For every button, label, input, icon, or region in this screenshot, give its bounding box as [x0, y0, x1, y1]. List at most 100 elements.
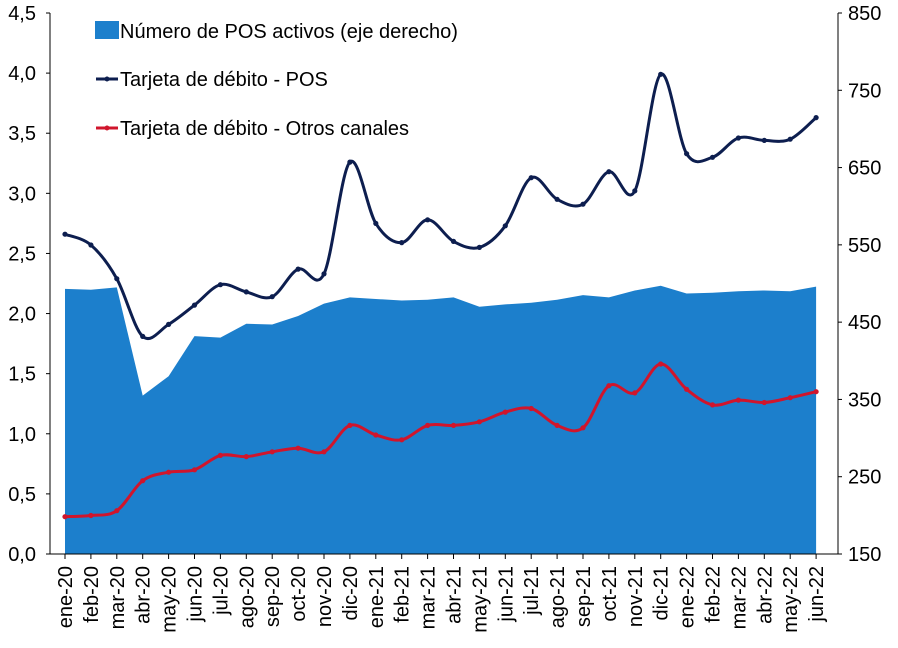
debit-other-point	[140, 478, 146, 484]
legend: Número de POS activos (eje derecho) Tarj…	[95, 21, 458, 140]
x-tick-label: ene-22	[677, 566, 699, 628]
x-tick-label: jul-21	[521, 566, 543, 616]
left-tick-label: 0,5	[8, 484, 36, 506]
x-tick-label: jun-22	[806, 566, 828, 623]
debit-pos-point	[476, 244, 482, 250]
left-tick-label: 4,0	[8, 63, 36, 85]
lines-layer	[62, 71, 819, 520]
debit-other-point	[813, 389, 819, 395]
x-tick-label: ene-21	[366, 566, 388, 628]
debit-pos-point	[606, 169, 612, 175]
pos-count-area	[65, 285, 817, 554]
debit-other-point	[502, 409, 508, 415]
debit-pos-point	[347, 159, 353, 165]
debit-other-point	[321, 449, 327, 455]
debit-other-point	[735, 397, 742, 403]
debit-other-point	[399, 437, 405, 443]
legend-swatch-marker-pos	[104, 76, 110, 82]
debit-other-point	[191, 467, 198, 473]
x-tick-label: abr-22	[754, 566, 776, 624]
right-tick-label: 750	[848, 80, 881, 102]
debit-other-point	[166, 469, 172, 475]
x-tick-label: may-20	[159, 566, 181, 633]
left-tick-label: 4,5	[8, 3, 36, 25]
debit-pos-point	[787, 136, 793, 142]
debit-other-point	[450, 422, 457, 428]
left-tick-label: 1,5	[8, 364, 36, 386]
x-tick-label: abr-20	[133, 566, 155, 624]
x-tick-label: mar-20	[107, 566, 129, 629]
debit-pos-point	[269, 294, 275, 300]
debit-pos-point	[114, 276, 120, 282]
debit-other-point	[658, 361, 664, 367]
debit-pos-point	[684, 151, 690, 157]
pos-area-layer	[65, 285, 817, 554]
debit-other-point	[580, 425, 586, 431]
debit-pos-point	[425, 217, 431, 223]
legend-label-debit-pos: Tarjeta de débito - POS	[120, 69, 328, 91]
debit-pos-point	[761, 137, 767, 143]
legend-label-pos-count: Número de POS activos (eje derecho)	[120, 21, 458, 43]
debit-other-point	[243, 454, 249, 460]
x-tick-label: may-21	[469, 566, 491, 633]
left-tick-label: 3,5	[8, 123, 36, 145]
x-tick-label: oct-21	[599, 566, 621, 622]
right-tick-label: 450	[848, 312, 881, 334]
legend-swatch-area	[95, 21, 119, 39]
debit-pos-point	[217, 282, 223, 288]
x-tick-label: jul-20	[210, 566, 232, 616]
debit-pos-point	[450, 238, 457, 244]
x-tick-label: jun-20	[185, 566, 207, 623]
debit-other-point	[476, 419, 482, 425]
debit-pos-point	[191, 302, 198, 308]
x-tick-label: ago-21	[547, 566, 569, 628]
x-tick-label: ene-20	[55, 566, 77, 628]
debit-pos-point	[735, 135, 742, 141]
debit-pos-point	[166, 321, 172, 327]
debit-pos-point	[502, 223, 508, 229]
debit-other-point	[761, 399, 767, 406]
debit-pos-point	[88, 242, 94, 248]
x-tick-label: abr-21	[444, 566, 466, 624]
debit-other-point	[632, 390, 638, 396]
right-tick-label: 650	[848, 158, 881, 180]
debit-other-point	[787, 395, 793, 401]
debit-other-point	[528, 405, 534, 412]
debit-other-point	[114, 508, 120, 514]
debit-pos-point	[580, 201, 586, 207]
x-tick-label: dic-20	[340, 566, 362, 620]
right-tick-label: 250	[848, 467, 881, 489]
debit-other-point	[554, 422, 560, 428]
debit-other-point	[709, 402, 716, 408]
left-tick-label: 1,0	[8, 424, 36, 446]
legend-swatch-marker-other	[104, 125, 110, 131]
x-tick-label: feb-21	[392, 566, 414, 623]
debit-pos-point	[528, 175, 534, 181]
x-tick-label: sep-21	[573, 566, 595, 627]
debit-other-point	[217, 452, 223, 458]
debit-other-point	[347, 422, 353, 428]
left-tick-label: 3,0	[8, 183, 36, 205]
x-tick-label: nov-20	[314, 566, 336, 627]
x-tick-label: feb-22	[703, 566, 725, 623]
debit-other-point	[88, 512, 94, 519]
debit-pos-point	[62, 231, 68, 237]
debit-pos-point	[709, 154, 716, 160]
right-axis-ticks: 150 250 350 450 550 650 750 850	[838, 3, 881, 566]
debit-pos-point	[813, 115, 819, 121]
debit-other-point	[295, 445, 301, 451]
debit-other-point	[269, 449, 275, 455]
right-tick-label: 550	[848, 235, 881, 257]
x-tick-label: ago-20	[236, 566, 258, 628]
x-tick-label: jun-21	[495, 566, 517, 623]
x-tick-label: oct-20	[288, 566, 310, 622]
x-tick-label: nov-21	[625, 566, 647, 627]
x-axis-ticks: ene-20 feb-20 mar-20 abr-20 may-20 jun-20 jul-…	[55, 554, 828, 633]
left-axis-ticks: 0,0 0,5 1,0 1,5 2,0 2,5 3,0 3,5 4,0 4,5	[8, 3, 50, 566]
right-tick-label: 150	[848, 544, 881, 566]
debit-other-point	[425, 422, 431, 428]
x-tick-label: may-22	[780, 566, 802, 633]
debit-pos-point	[295, 266, 301, 272]
left-tick-label: 2,0	[8, 304, 36, 326]
